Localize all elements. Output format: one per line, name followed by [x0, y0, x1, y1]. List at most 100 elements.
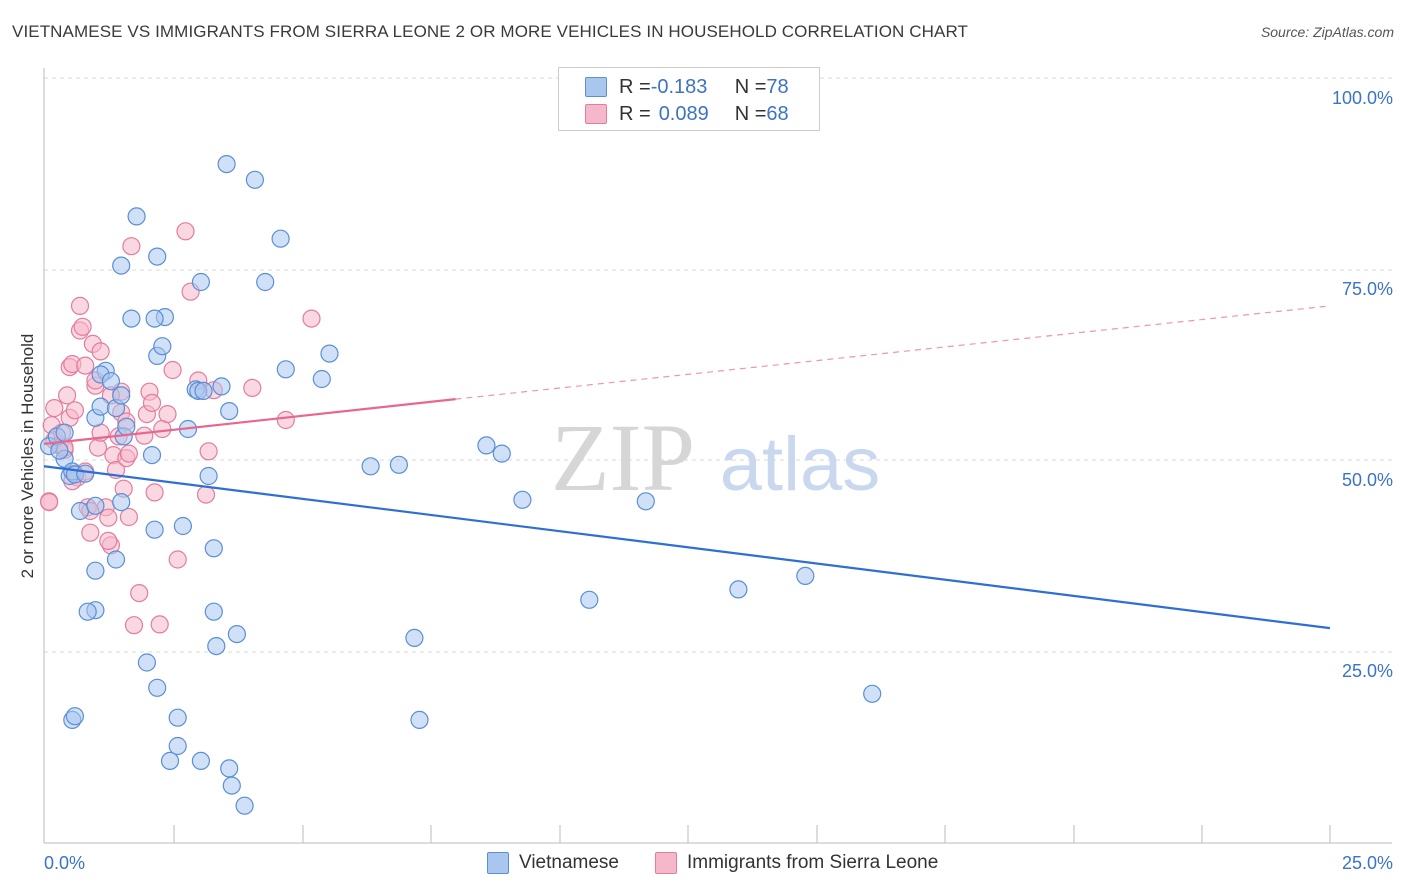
vietnamese-point	[235, 796, 254, 815]
sierra-leone-point	[130, 583, 149, 603]
y-tick-labels: 100.0% 75.0% 50.0% 25.0%	[1332, 88, 1393, 681]
x-tick-labels: 0.0% 25.0%	[44, 853, 1393, 873]
sierra-leone-point	[122, 237, 141, 256]
vietnamese-point	[636, 492, 655, 511]
legend-item-vietnamese[interactable]: Vietnamese	[487, 852, 619, 874]
r-value: 0.089	[658, 102, 709, 125]
sierra-leone-point	[57, 386, 77, 405]
vietnamese-point	[86, 561, 105, 580]
sierra-leone-point	[163, 360, 182, 380]
vietnamese-point	[477, 436, 496, 455]
vietnamese-point	[389, 455, 408, 474]
watermark: ZIP atlas	[551, 404, 880, 511]
legend-item-sierra-leone[interactable]: Immigrants from Sierra Leone	[655, 852, 938, 874]
sierra-leone-point	[119, 507, 138, 527]
vietnamese-point	[173, 516, 192, 536]
sierra-leone-point	[199, 442, 218, 461]
y-tick-label: 100.0%	[1332, 88, 1393, 108]
vietnamese-point	[220, 759, 239, 778]
correlation-legend: R = -0.183 N = 78 R = 0.089 N = 68	[558, 67, 820, 131]
trend-lines	[43, 305, 1331, 630]
vietnamese-point	[271, 229, 290, 248]
sierra-leone-point	[176, 222, 195, 241]
y-tick-label: 75.0%	[1342, 279, 1393, 299]
y-axis-label: 2 or more Vehicles in Household	[18, 334, 37, 579]
sierra-leone-point	[88, 438, 108, 457]
vietnamese-point	[212, 377, 231, 396]
vietnamese-point	[145, 520, 164, 539]
sierra-leone-point	[73, 317, 92, 336]
vietnamese-point	[168, 736, 187, 756]
y-tick-label: 25.0%	[1342, 661, 1393, 681]
n-label: N =	[734, 102, 767, 125]
vietnamese-point	[145, 309, 164, 328]
r-label: R =	[619, 75, 651, 98]
data-points	[39, 155, 882, 815]
vietnamese-point	[220, 402, 239, 421]
vietnamese-point	[55, 423, 74, 442]
sierra-leone-point	[168, 550, 187, 569]
legend-label: Vietnamese	[519, 852, 619, 873]
sierra-leone-point	[91, 342, 110, 361]
vietnamese-point	[207, 636, 226, 656]
vietnamese-point	[405, 628, 424, 648]
vietnamese-trend-line	[43, 465, 1331, 630]
vietnamese-point	[91, 397, 110, 416]
vietnamese-point	[106, 550, 126, 569]
sierra-leone-point	[145, 483, 164, 502]
sierra-leone-trend-line	[43, 398, 456, 445]
sierra-leone-point	[196, 485, 216, 504]
axes	[43, 68, 1392, 844]
sierra-leone-point	[39, 493, 59, 512]
vietnamese-point	[148, 247, 167, 266]
legend-label: Immigrants from Sierra Leone	[687, 852, 939, 873]
source-label: Source: ZipAtlas.com	[1260, 24, 1394, 40]
vietnamese-point	[796, 566, 815, 586]
sierra-leone-point	[70, 296, 90, 315]
sierra-leone-point	[65, 401, 85, 420]
sierra-leone-point	[150, 615, 169, 634]
vietnamese-point	[137, 653, 156, 672]
vietnamese-point	[410, 710, 429, 730]
vietnamese-point	[112, 493, 131, 512]
sierra-leone-point	[45, 399, 64, 418]
sierra-leone-point	[302, 309, 321, 328]
vietnamese-point	[191, 272, 210, 292]
vietnamese-point	[191, 751, 210, 771]
vietnamese-point	[112, 256, 131, 275]
vietnamese-point	[513, 490, 532, 509]
n-value: 78	[766, 75, 789, 98]
legend-row-vietnamese: R = -0.183 N = 78	[585, 74, 789, 100]
vietnamese-point	[312, 369, 331, 389]
vietnamese-point	[168, 708, 187, 727]
vietnamese-point	[245, 170, 264, 189]
sierra-leone-point	[81, 523, 100, 542]
sierra-leone-point	[158, 405, 177, 424]
r-value: -0.183	[650, 75, 708, 98]
sierra-leone-point	[99, 508, 118, 527]
pink-swatch	[585, 104, 607, 124]
watermark-zip: ZIP	[551, 404, 695, 511]
watermark-atlas: atlas	[720, 422, 881, 507]
vietnamese-point	[222, 776, 241, 795]
vietnamese-point	[122, 309, 141, 328]
vietnamese-point	[729, 580, 748, 599]
vietnamese-point	[70, 501, 90, 521]
vietnamese-point	[492, 444, 511, 463]
y-tick-label: 50.0%	[1342, 470, 1393, 490]
vietnamese-point	[127, 207, 146, 226]
legend-row-sierra-leone: R = 0.089 N = 68	[585, 101, 789, 127]
vietnamese-point	[320, 344, 339, 363]
sierra-leone-point	[76, 356, 95, 375]
vietnamese-point	[276, 360, 295, 379]
vietnamese-point	[78, 602, 97, 621]
vietnamese-point	[194, 381, 213, 400]
n-value: 68	[766, 102, 789, 125]
vietnamese-point	[76, 464, 95, 483]
sierra-leone-point	[119, 444, 138, 463]
vietnamese-point	[204, 602, 223, 621]
x-tick-label: 25.0%	[1342, 853, 1393, 873]
sierra-leone-point	[135, 426, 154, 445]
vietnamese-point	[361, 457, 380, 476]
